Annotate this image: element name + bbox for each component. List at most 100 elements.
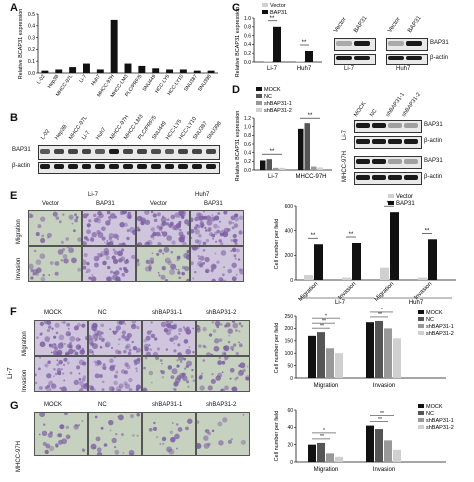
stained-cell [211,278,216,284]
stained-cell [191,368,194,372]
stained-cell [238,343,243,348]
stained-cell [73,349,76,352]
chart-e-sig-label: ** [311,233,316,239]
stained-cell [156,252,160,256]
stained-cell [193,226,198,230]
stained-cell [161,362,163,365]
stained-cell [104,341,111,348]
stained-cell [118,337,121,341]
stained-cell [125,259,130,264]
chart-e-group-label: Huh7 [409,300,424,306]
blot-b-bap31-band [164,149,175,154]
blot-c-row-label: β-actin [430,55,449,61]
stained-cell [207,385,213,391]
chart-d-bar [273,167,279,170]
stained-cell [169,268,176,275]
stained-cell [145,351,151,357]
stained-cell [62,254,68,259]
stained-cell [165,330,172,336]
stained-cell [164,257,171,264]
stained-cell [38,367,41,371]
stained-cell [177,427,183,432]
stained-cell [192,351,195,354]
micrograph-e [189,210,244,246]
chart-c-sig-label: ** [302,40,307,46]
stained-cell [231,387,235,390]
stained-cell [39,411,46,418]
stained-cell [231,319,235,323]
stained-cell [86,238,90,242]
stained-cell [204,226,207,229]
stained-cell [205,215,212,221]
stained-cell [112,248,116,252]
stained-cell [220,250,227,256]
stained-cell [124,345,129,350]
stained-cell [192,277,195,280]
stained-cell [105,276,111,282]
blot-d-band [372,123,386,128]
stained-cell [135,258,140,263]
chart-g-y-tick-label: 0 [290,460,293,466]
stained-cell [171,368,178,375]
panel-letter-c: C [232,2,240,14]
blot-d-band [356,159,370,164]
stained-cell [132,434,135,437]
stained-cell [39,253,46,260]
stained-cell [144,346,149,352]
stained-cell [171,225,177,231]
stained-cell [105,255,110,261]
blot-b-actin-band [123,164,133,169]
stained-cell [46,384,51,388]
chart-e-bar [342,277,351,280]
chart-e-bar [418,277,427,280]
stained-cell [86,213,89,216]
stained-cell [79,349,85,355]
stained-cell [205,352,212,358]
stained-cell [121,248,125,252]
stained-cell [50,351,53,354]
stained-cell [83,253,88,258]
stained-cell [168,326,173,332]
stained-cell [198,344,202,348]
blot-b-actin-band [178,164,189,169]
grid-g-side-label: MHCC-97H [16,440,22,472]
stained-cell [199,385,205,391]
stained-cell [161,215,165,219]
micrograph-f-cells [142,355,196,393]
blot-b-actin-band [53,164,64,169]
blot-b-bap31-band [206,149,216,154]
stained-cell [104,241,106,244]
stained-cell [75,344,82,350]
chart-a-y-tick-label: 0.0 [28,71,35,77]
stained-cell [57,249,64,255]
chart-a-bar [41,70,49,73]
stained-cell [102,260,107,266]
stained-cell [179,211,186,218]
stained-cell [218,440,224,446]
blot-c-actin-band [354,56,370,60]
stained-cell [96,447,102,453]
stained-cell [228,220,233,225]
stained-cell [146,239,153,246]
chart-a-y-tick-label: 0.5 [28,12,35,18]
stained-cell [170,214,176,220]
stained-cell [94,339,97,342]
micrograph-e-cells [135,246,192,283]
stained-cell [86,334,92,341]
chart-e-category-label: Migration [298,281,320,303]
stained-cell [170,436,176,443]
blot-c-bap31-band [354,41,370,46]
stained-cell [118,414,124,421]
stained-cell [107,265,111,270]
stained-cell [135,367,138,370]
stained-cell [186,249,191,254]
stained-cell [222,273,225,277]
stained-cell [67,327,70,330]
stained-cell [121,330,127,335]
stained-cell [74,218,78,223]
stained-cell [93,360,97,364]
chart-f-legend-label: NC [426,317,434,323]
chart-a-y-tick-label: 0.2 [28,47,35,53]
chart-d-y-tick-label: 0.8 [244,133,251,139]
stained-cell [93,255,100,262]
